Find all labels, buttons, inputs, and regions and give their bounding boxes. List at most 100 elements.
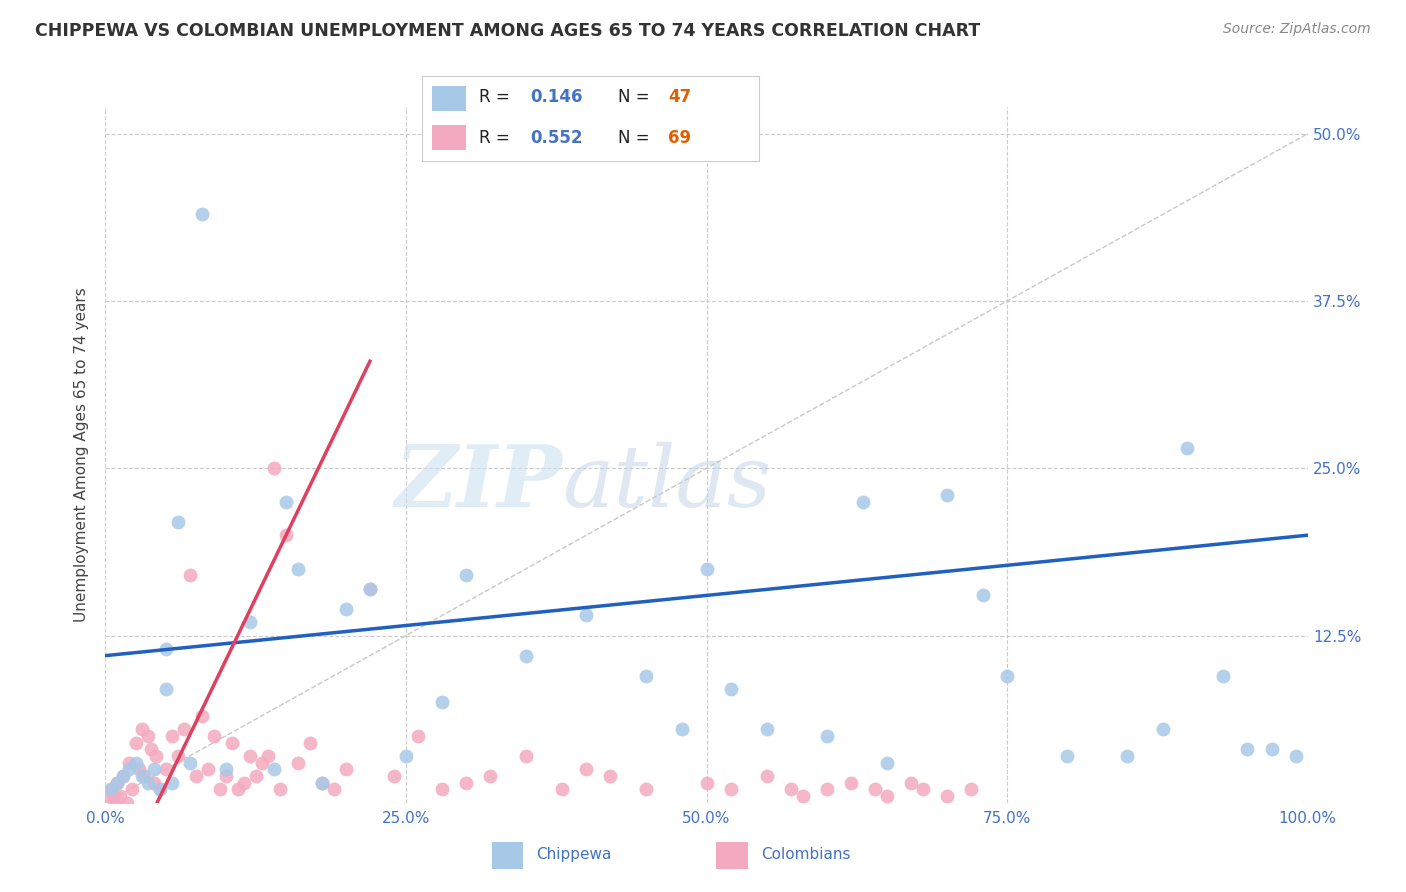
Point: [430, 782, 453, 797]
Point: [145, 749, 167, 764]
Point: [515, 749, 537, 764]
Point: [160, 729, 183, 743]
Point: [1056, 749, 1078, 764]
Point: [815, 782, 838, 797]
Point: [406, 729, 429, 743]
Point: [214, 762, 236, 776]
Point: [263, 762, 285, 776]
Point: [107, 775, 129, 790]
Point: [936, 789, 959, 803]
Point: [232, 775, 254, 790]
Point: [139, 742, 162, 756]
Point: [335, 601, 357, 615]
Point: [190, 708, 212, 723]
Point: [636, 782, 658, 797]
Point: [155, 681, 177, 696]
Point: [551, 782, 574, 797]
Point: [202, 729, 225, 743]
Point: [755, 769, 778, 783]
Point: [179, 568, 201, 582]
Point: [104, 796, 127, 810]
Point: [256, 749, 278, 764]
Text: atlas: atlas: [562, 442, 772, 524]
Point: [454, 568, 477, 582]
Point: [108, 789, 131, 803]
Point: [155, 642, 177, 657]
Point: [755, 723, 778, 737]
Point: [263, 461, 285, 475]
Point: [100, 782, 122, 797]
Point: [179, 756, 201, 770]
Point: [720, 782, 742, 797]
Point: [98, 789, 121, 803]
Point: [876, 789, 898, 803]
Point: [972, 589, 994, 603]
Point: [995, 669, 1018, 683]
Point: [190, 207, 212, 221]
Point: [852, 494, 875, 508]
Point: [936, 488, 959, 502]
Point: [1260, 742, 1282, 756]
Point: [148, 782, 170, 797]
Point: [274, 494, 297, 508]
Point: [430, 696, 453, 710]
Point: [131, 769, 153, 783]
Point: [395, 749, 418, 764]
Point: [696, 562, 718, 576]
Text: 69: 69: [668, 128, 692, 146]
Text: Source: ZipAtlas.com: Source: ZipAtlas.com: [1223, 22, 1371, 37]
Point: [575, 762, 598, 776]
Text: N =: N =: [617, 88, 654, 106]
Point: [132, 769, 155, 783]
Point: [115, 796, 138, 810]
Point: [107, 775, 129, 790]
Point: [226, 782, 249, 797]
Text: Chippewa: Chippewa: [537, 847, 612, 862]
Point: [142, 762, 165, 776]
Point: [792, 789, 814, 803]
Point: [1212, 669, 1234, 683]
Point: [173, 723, 195, 737]
Point: [454, 775, 477, 790]
Point: [269, 782, 291, 797]
Text: R =: R =: [479, 128, 515, 146]
Point: [112, 769, 135, 783]
Point: [100, 782, 122, 797]
Point: [136, 775, 159, 790]
Point: [863, 782, 886, 797]
Text: 0.552: 0.552: [530, 128, 582, 146]
Point: [124, 735, 146, 749]
Point: [575, 608, 598, 623]
Point: [599, 769, 621, 783]
Point: [779, 782, 801, 797]
Point: [148, 782, 170, 797]
Point: [515, 648, 537, 663]
Point: [1175, 442, 1198, 455]
Point: [103, 789, 125, 803]
Point: [479, 769, 502, 783]
Text: N =: N =: [617, 128, 654, 146]
Point: [815, 729, 838, 743]
Point: [911, 782, 934, 797]
Point: [311, 775, 333, 790]
Point: [335, 762, 357, 776]
Point: [311, 775, 333, 790]
Point: [128, 762, 150, 776]
Point: [131, 723, 153, 737]
Point: [160, 775, 183, 790]
Point: [214, 769, 236, 783]
Point: [298, 735, 321, 749]
Point: [118, 756, 141, 770]
Point: [136, 729, 159, 743]
Point: [1284, 749, 1306, 764]
Point: [287, 756, 309, 770]
Point: [118, 762, 141, 776]
Point: [274, 528, 297, 542]
Point: [197, 762, 219, 776]
Point: [121, 782, 143, 797]
Point: [960, 782, 983, 797]
Point: [245, 769, 267, 783]
FancyBboxPatch shape: [492, 842, 523, 869]
FancyBboxPatch shape: [432, 125, 465, 151]
Text: 47: 47: [668, 88, 692, 106]
